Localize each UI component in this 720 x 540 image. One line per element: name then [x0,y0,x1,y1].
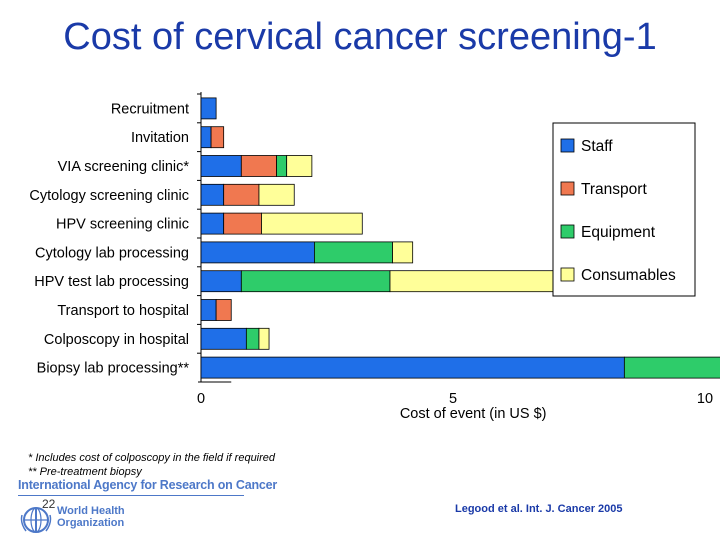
bar-hpv-screening-clinic-consumables [261,212,363,235]
bar-transport-to-hospital-transport [215,299,232,321]
category-label-invitation: Invitation [131,130,189,146]
bar-invitation-transport [210,126,225,149]
bar-colposcopy-in-hospital-consumables [258,327,270,350]
x-tick-label-5: 5 [449,391,457,407]
footnote-colposcopy: * Includes cost of colposcopy in the fie… [28,452,276,464]
category-label-via-screening-clinic: VIA screening clinic* [58,159,190,175]
category-label-transport-to-hospital: Transport to hospital [57,303,189,319]
bar-via-screening-clinic-equipment [276,155,288,177]
bar-cytology-lab-processing-equipment [313,241,393,264]
bar-biopsy-lab-processing-staff [200,356,625,379]
agency-divider [18,495,244,496]
x-tick-label-0: 0 [197,391,205,407]
bar-invitation-staff [200,126,212,149]
bar-via-screening-clinic-consumables [286,155,313,177]
legend-box [552,122,696,297]
category-label-hpv-screening-clinic: HPV screening clinic [56,217,189,233]
bar-cytology-screening-clinic-transport [223,183,260,206]
bar-hpv-screening-clinic-staff [200,212,225,235]
category-label-cytology-lab-processing: Cytology lab processing [35,245,189,261]
legend-swatch-staff [560,138,575,153]
who-wordmark: World Health Organization [57,505,125,529]
bar-via-screening-clinic-transport [240,155,278,177]
category-label-hpv-test-lab-processing: HPV test lab processing [34,274,189,290]
category-label-biopsy-lab-processing: Biopsy lab processing** [37,361,190,377]
legend-label-consumables: Consumables [581,267,676,284]
category-label-colposcopy-in-hospital: Colposcopy in hospital [44,332,189,348]
bar-hpv-screening-clinic-transport [223,212,262,235]
bar-colposcopy-in-hospital-equipment [245,327,260,350]
bar-cytology-lab-processing-consumables [392,241,414,264]
category-label-cytology-screening-clinic: Cytology screening clinic [29,188,189,204]
legend-label-transport: Transport [581,181,647,198]
legend-swatch-consumables [560,267,575,282]
x-axis-title: Cost of event (in US $) [400,406,547,422]
category-label-recruitment: Recruitment [111,101,189,117]
legend-label-staff: Staff [581,138,613,155]
who-line-2: Organization [57,517,125,529]
who-line-1: World Health [57,505,125,517]
page-number: 22 [42,497,56,511]
bar-hpv-test-lab-processing-staff [200,270,242,293]
iarc-name: International Agency for Research on Can… [18,478,278,492]
bar-cytology-screening-clinic-consumables [258,183,295,206]
bar-cytology-screening-clinic-staff [200,183,225,206]
bar-biopsy-lab-processing-equipment [623,356,720,379]
bar-colposcopy-in-hospital-staff [200,327,247,350]
citation: Legood et al. Int. J. Cancer 2005 [455,503,623,515]
bar-cytology-lab-processing-staff [200,241,315,264]
legend-swatch-equipment [560,224,575,239]
legend-swatch-transport [560,181,575,196]
legend-label-equipment: Equipment [581,224,656,241]
bar-transport-to-hospital-staff [200,299,217,321]
x-tick-label-10: 10 [697,391,713,407]
bar-recruitment-staff [200,97,217,120]
slide-title: Cost of cervical cancer screening-1 [63,16,657,58]
footnote-biopsy: ** Pre-treatment biopsy [28,466,142,478]
bar-via-screening-clinic-staff [200,155,242,177]
who-emblem-icon [20,507,52,533]
bar-hpv-test-lab-processing-equipment [240,270,391,293]
